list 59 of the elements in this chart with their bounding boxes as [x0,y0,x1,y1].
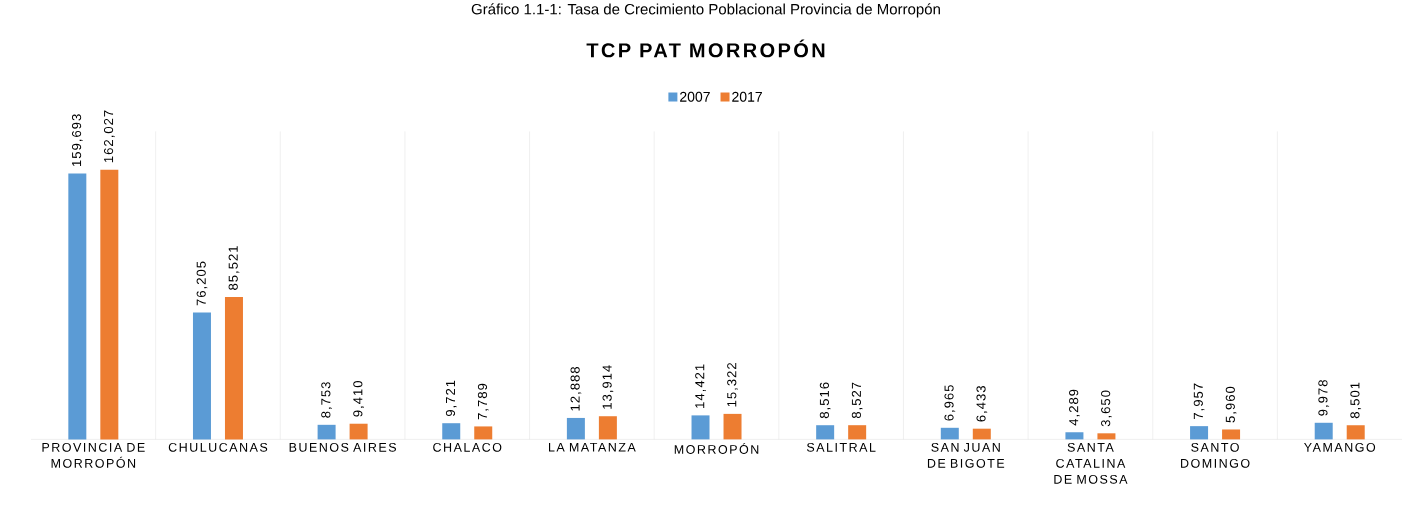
bar [1190,425,1209,440]
bar [940,427,959,440]
x-tick-label: CHALACO [433,442,502,452]
data-label: 5,960 [1225,386,1237,423]
x-tick-label: SALITRAL [806,442,876,452]
data-label: 8,501 [1350,382,1362,418]
data-label: 162,027 [103,110,115,162]
legend-label: 2007 [680,91,710,102]
data-label: 85,521 [228,245,240,290]
bar [442,423,461,440]
x-tick-label: YAMANGO [1304,442,1376,452]
bar [1222,429,1241,440]
x-tick-label: SANTO DOMINGO [1181,442,1250,468]
data-label: 4,289 [1069,389,1080,426]
x-tick-label: BUENOS AIRES [289,442,397,452]
data-label: 12,888 [570,366,582,411]
data-label: 8,527 [851,382,863,418]
x-tick-label: SAN JUAN DE BIGOTE [927,442,1005,468]
data-label: 9,978 [1318,379,1330,416]
bar [1097,433,1116,440]
x-tick-label: PROVINCIA DE MORROPÓN [42,442,145,468]
x-tick-label: SANTA CATALINA DE MOSSA [1054,442,1128,484]
bar [566,417,585,440]
bar [848,425,867,440]
x-tick-label: MORROPÓN [674,442,759,454]
x-tick-label: CHULUCANAS [168,442,268,452]
data-label: 159,693 [71,114,83,166]
data-label: 9,721 [445,380,457,416]
data-label: 7,789 [477,383,489,420]
bar [192,312,211,440]
data-label: 6,965 [944,384,956,421]
data-label: 76,205 [196,261,208,306]
data-label: 7,957 [1193,383,1205,419]
bar [68,173,87,440]
data-label: 13,914 [602,364,614,409]
bar [972,428,991,440]
data-label: 8,516 [819,382,831,418]
data-label: 15,322 [727,362,738,407]
bar [691,415,710,440]
chart-title: TCP PAT MORROPÓN [586,39,825,58]
bar [1065,432,1084,440]
bar [598,416,617,440]
bar [317,424,336,440]
bar [224,296,243,440]
data-label: 14,421 [695,364,706,408]
bar [474,426,493,440]
bar [1314,422,1333,440]
data-label: 3,650 [1101,390,1112,427]
data-label: 8,753 [321,382,332,418]
x-tick-label: LA MATANZA [549,442,636,452]
bar [349,423,368,440]
text: Gráfico 1.1-1: Tasa de Crecimiento Poblacional Provincia de Morropón [471,3,940,18]
bar [100,169,119,440]
data-label: 6,433 [976,385,988,422]
bar [816,425,835,440]
bar [723,413,742,440]
data-label: 9,410 [353,380,364,417]
legend-label: 2017 [732,91,762,102]
bar [1346,425,1365,440]
